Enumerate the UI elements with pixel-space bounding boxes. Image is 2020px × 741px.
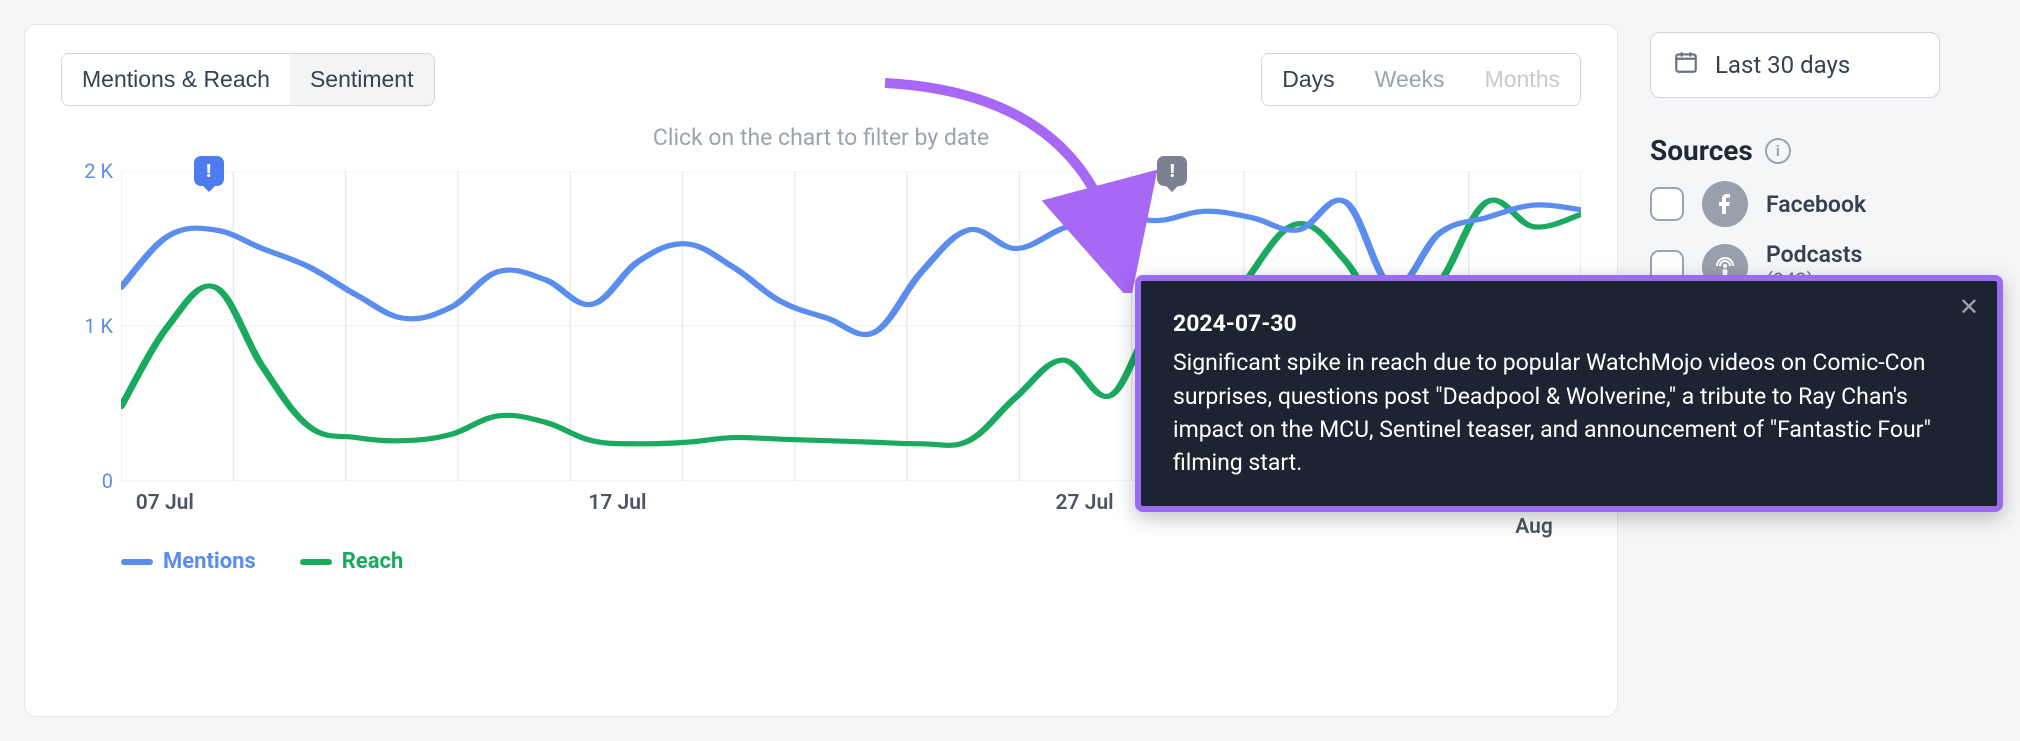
legend-mentions: Mentions: [121, 549, 256, 574]
chart-legend: Mentions Reach: [121, 549, 1581, 574]
chart-toolbar: Mentions & Reach Sentiment Days Weeks Mo…: [61, 53, 1581, 106]
source-name: Facebook: [1766, 191, 1866, 218]
tab-sentiment[interactable]: Sentiment: [290, 54, 434, 105]
date-range-label: Last 30 days: [1715, 51, 1850, 79]
date-range-picker[interactable]: Last 30 days: [1650, 32, 1940, 98]
tooltip-date: 2024-07-30: [1173, 307, 1953, 340]
event-marker-icon[interactable]: !: [194, 156, 224, 186]
legend-swatch-reach: [300, 559, 332, 565]
tab-mentions-reach[interactable]: Mentions & Reach: [62, 54, 290, 105]
legend-label-reach: Reach: [342, 549, 404, 574]
event-marker-icon[interactable]: !: [1157, 156, 1187, 186]
sources-heading: Sources i: [1650, 134, 2020, 167]
granularity-months: Months: [1465, 54, 1580, 105]
chart-card: Mentions & Reach Sentiment Days Weeks Mo…: [24, 24, 1618, 717]
info-icon[interactable]: i: [1765, 138, 1791, 164]
chart-hint: Click on the chart to filter by date: [61, 124, 1581, 151]
granularity-segmented-control: Days Weeks Months: [1261, 53, 1581, 106]
y-axis-left: 01 K2 K: [61, 171, 121, 481]
calendar-icon: [1673, 49, 1699, 81]
sources-title-text: Sources: [1650, 134, 1753, 167]
facebook-icon: [1702, 181, 1748, 227]
legend-label-mentions: Mentions: [163, 549, 256, 574]
event-tooltip: ✕ 2024-07-30 Significant spike in reach …: [1135, 275, 2003, 512]
source-name: Podcasts: [1766, 241, 1862, 268]
legend-swatch-mentions: [121, 559, 153, 565]
legend-reach: Reach: [300, 549, 404, 574]
source-checkbox[interactable]: [1650, 187, 1684, 221]
granularity-days[interactable]: Days: [1262, 54, 1354, 105]
view-segmented-control: Mentions & Reach Sentiment: [61, 53, 435, 106]
source-row[interactable]: Facebook: [1650, 181, 2020, 227]
granularity-weeks[interactable]: Weeks: [1355, 54, 1465, 105]
tooltip-body: Significant spike in reach due to popula…: [1173, 346, 1953, 479]
tooltip-close-icon[interactable]: ✕: [1959, 295, 1979, 319]
